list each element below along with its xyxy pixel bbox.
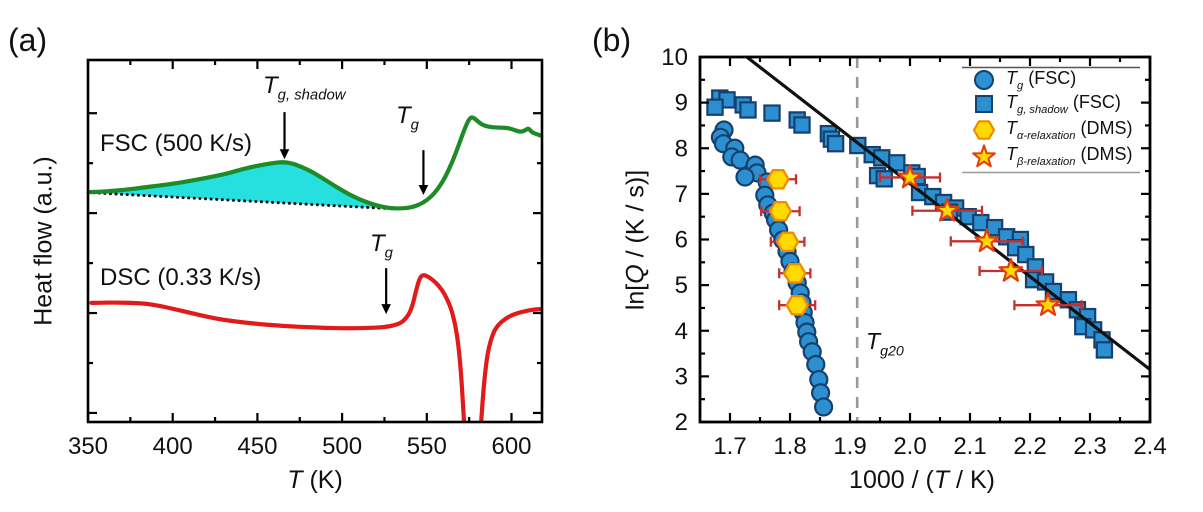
panel-b-x-tick-label: 1.7 — [713, 433, 746, 460]
panel-b-y-tick-label: 8 — [675, 135, 688, 162]
shadow-baseline-dotted — [86, 190, 395, 211]
legend — [962, 66, 1140, 174]
panel-b-x-tick-label: 1.9 — [833, 433, 866, 460]
tg20-annotation: Tg20 — [866, 328, 904, 360]
legend-hexagon-marker — [972, 120, 996, 140]
hexagon-marker — [775, 231, 800, 253]
panel-b-y-tick-label: 2 — [675, 409, 688, 436]
panel-a-x-tick-label: 500 — [322, 433, 362, 460]
square-marker — [739, 101, 757, 119]
panel-a-x-axis-title: T (K) — [287, 466, 343, 494]
tg-dsc-arrow — [381, 268, 391, 315]
circle-marker — [735, 167, 755, 187]
panel-a: 350 400 450 500 550 600 — [68, 58, 544, 460]
panel-b-y-tick-label: 5 — [675, 272, 688, 299]
legend-label-alpha-dms: Tα-relaxation (DMS) — [1006, 118, 1133, 143]
square-marker — [793, 116, 811, 134]
panel-a-frame — [86, 58, 544, 424]
panel-b: 1.7 1.8 1.9 2.0 2.1 2.2 2.3 2.4 2 3 4 5 6 7 8 9 10 — [661, 44, 1166, 460]
star-marker — [897, 164, 923, 189]
panel-b-x-axis-title: 1000 / (T / K) — [849, 466, 995, 494]
dsc-curve-label: DSC (0.33 K/s) — [100, 264, 262, 291]
panel-a-letter: (a) — [8, 22, 48, 58]
panel-b-y-axis-title: ln[Q / (K / s)] — [621, 169, 650, 311]
panel-b-y-tick-label: 3 — [675, 363, 688, 390]
panel-b-y-tick-label: 9 — [675, 90, 688, 117]
panel-b-letter: (b) — [592, 22, 632, 58]
fsc-curve-label: FSC (500 K/s) — [100, 130, 253, 157]
square-marker — [706, 98, 724, 116]
star-marker — [974, 228, 1000, 253]
panel-a-y-axis-title: Heat flow (a.u.) — [29, 156, 58, 326]
legend-square-marker — [975, 95, 993, 113]
panel-a-x-tick-label: 400 — [153, 433, 193, 460]
square-marker — [888, 154, 906, 172]
panel-b-x-tick-label: 2.4 — [1133, 433, 1166, 460]
series-tg-circles — [710, 120, 834, 417]
panel-b-x-tick-label: 2.0 — [893, 433, 926, 460]
fsc-curve — [88, 115, 542, 211]
tg-dsc-annotation: Tg — [370, 230, 393, 262]
square-marker — [763, 104, 781, 122]
legend-label-tg-fsc: Tg (FSC) — [1006, 68, 1077, 93]
panel-b-x-tick-label: 2.2 — [1013, 433, 1046, 460]
panel-b-x-tick-label: 1.8 — [773, 433, 806, 460]
hexagon-marker — [766, 169, 790, 190]
panel-b-y-tick-label: 7 — [675, 181, 688, 208]
square-marker — [826, 134, 845, 153]
shadow-area-fill — [88, 162, 393, 209]
star-marker — [934, 197, 960, 222]
hexagon-marker — [783, 263, 807, 284]
legend-label-tgshadow-fsc: Tg, shadow (FSC) — [1006, 92, 1121, 117]
panel-a-ticks — [86, 60, 542, 422]
series-alpha-hexagons — [766, 169, 809, 316]
dsc-curve — [89, 273, 542, 422]
legend-star-marker — [972, 144, 996, 168]
panel-b-ticks — [700, 55, 1152, 424]
panel-b-y-tick-label: 6 — [675, 227, 688, 254]
tg-shadow-arrow — [279, 112, 290, 160]
circle-marker — [813, 397, 834, 417]
panel-a-x-tick-label: 550 — [407, 433, 447, 460]
panel-b-y-tick-label: 4 — [675, 318, 688, 345]
panel-b-y-tick-label: 10 — [661, 44, 688, 71]
star-marker — [998, 257, 1024, 282]
star-marker — [1035, 292, 1061, 316]
panel-a-x-tick-label: 600 — [491, 433, 531, 460]
hexagon-marker — [785, 294, 809, 316]
series-beta-stars — [897, 164, 1061, 316]
panel-a-x-tick-label: 350 — [68, 433, 108, 460]
square-marker — [1095, 341, 1114, 359]
tg-fsc-arrow — [418, 150, 429, 196]
panel-b-x-tick-label: 2.3 — [1073, 433, 1106, 460]
tg-fsc-annotation: Tg — [396, 102, 419, 134]
tg-shadow-annotation: Tg, shadow — [263, 72, 346, 104]
hexagon-marker — [768, 200, 793, 222]
panel-a-x-tick-label: 450 — [237, 433, 277, 460]
legend-label-beta-dms: Tβ-relaxation (DMS) — [1006, 144, 1133, 169]
legend-circle-marker — [974, 70, 994, 90]
panel-b-x-tick-label: 2.1 — [953, 433, 986, 460]
